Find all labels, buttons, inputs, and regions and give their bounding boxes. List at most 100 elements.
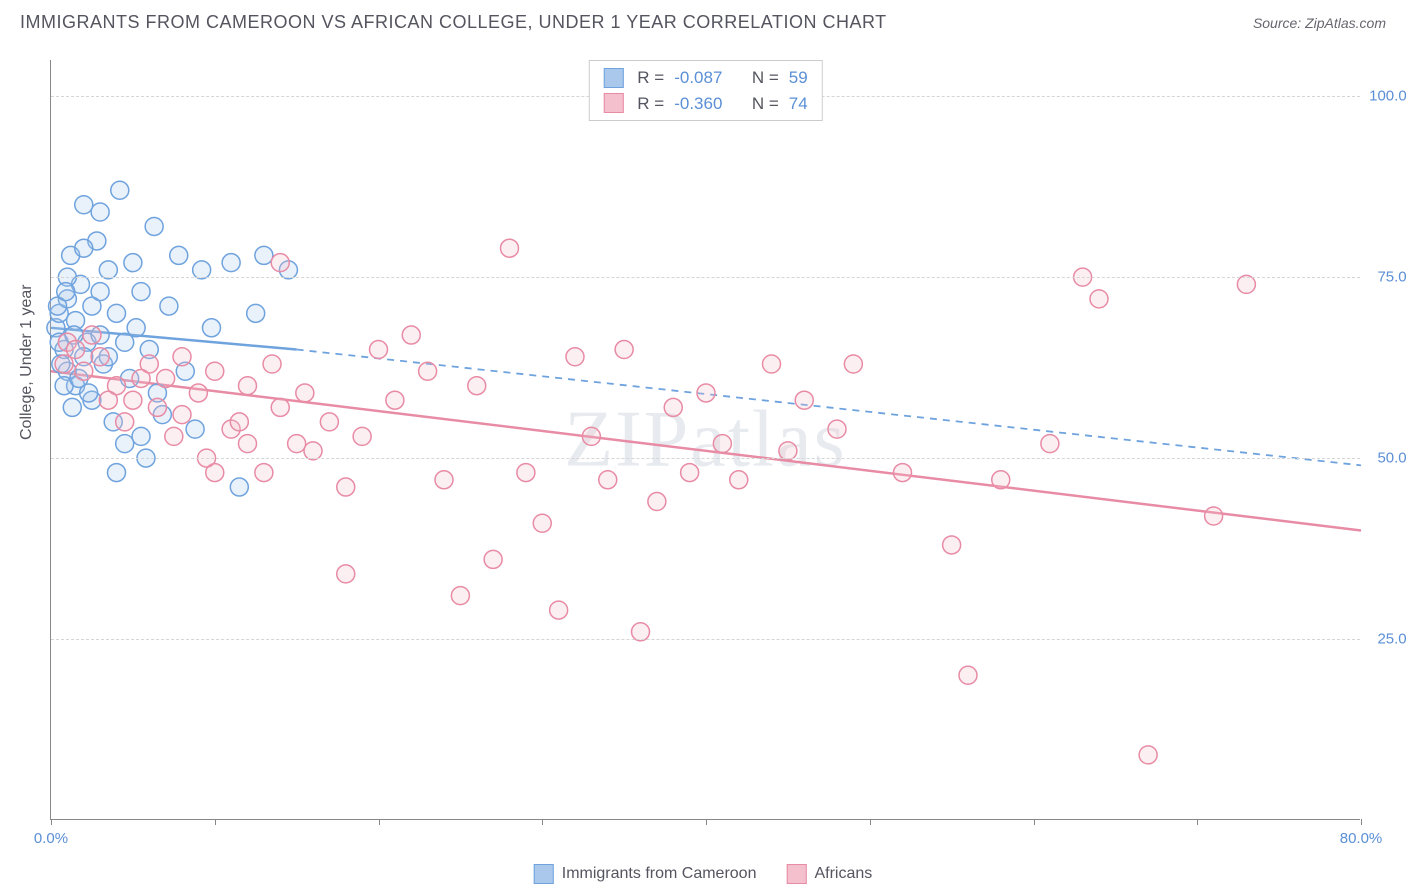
data-point-africans bbox=[75, 362, 93, 380]
data-point-africans bbox=[288, 435, 306, 453]
stats-n-value: 59 bbox=[789, 65, 808, 91]
data-point-africans bbox=[173, 406, 191, 424]
data-point-cameroon bbox=[255, 246, 273, 264]
source-link[interactable]: ZipAtlas.com bbox=[1305, 15, 1386, 31]
data-point-cameroon bbox=[202, 319, 220, 337]
data-point-africans bbox=[255, 464, 273, 482]
data-point-africans bbox=[730, 471, 748, 489]
data-point-africans bbox=[402, 326, 420, 344]
data-point-africans bbox=[533, 514, 551, 532]
trendline-cameroon-dashed bbox=[297, 350, 1361, 466]
data-point-africans bbox=[795, 391, 813, 409]
data-point-africans bbox=[337, 478, 355, 496]
y-tick-label: 75.0% bbox=[1365, 269, 1406, 286]
stats-r-label: R = bbox=[637, 65, 664, 91]
source-prefix: Source: bbox=[1253, 15, 1305, 31]
data-point-cameroon bbox=[108, 304, 126, 322]
x-tick bbox=[1361, 819, 1362, 825]
data-point-africans bbox=[664, 398, 682, 416]
data-point-africans bbox=[148, 398, 166, 416]
x-tick-label: 80.0% bbox=[1340, 830, 1383, 847]
data-point-africans bbox=[517, 464, 535, 482]
data-point-cameroon bbox=[75, 239, 93, 257]
data-point-africans bbox=[435, 471, 453, 489]
data-point-cameroon bbox=[116, 435, 134, 453]
data-point-africans bbox=[566, 348, 584, 366]
data-point-africans bbox=[468, 377, 486, 395]
data-point-africans bbox=[55, 355, 73, 373]
data-point-africans bbox=[99, 391, 117, 409]
data-point-africans bbox=[1090, 290, 1108, 308]
data-point-africans bbox=[296, 384, 314, 402]
data-point-cameroon bbox=[132, 283, 150, 301]
x-tick bbox=[706, 819, 707, 825]
stats-n-label: N = bbox=[752, 65, 779, 91]
data-point-africans bbox=[124, 391, 142, 409]
stats-row-cameroon: R = -0.087 N = 59 bbox=[603, 65, 807, 91]
stats-r-value: -0.087 bbox=[674, 65, 722, 91]
data-point-africans bbox=[959, 666, 977, 684]
chart-title: IMMIGRANTS FROM CAMEROON VS AFRICAN COLL… bbox=[20, 12, 887, 33]
source-attribution: Source: ZipAtlas.com bbox=[1253, 15, 1386, 31]
data-point-africans bbox=[386, 391, 404, 409]
gridline-horizontal bbox=[51, 458, 1360, 459]
data-point-africans bbox=[943, 536, 961, 554]
y-tick-label: 50.0% bbox=[1365, 450, 1406, 467]
data-point-africans bbox=[230, 413, 248, 431]
data-point-africans bbox=[337, 565, 355, 583]
data-point-cameroon bbox=[145, 217, 163, 235]
data-point-cameroon bbox=[91, 283, 109, 301]
data-point-africans bbox=[83, 326, 101, 344]
gridline-horizontal bbox=[51, 639, 1360, 640]
data-point-africans bbox=[320, 413, 338, 431]
data-point-africans bbox=[648, 493, 666, 511]
x-tick bbox=[542, 819, 543, 825]
data-point-cameroon bbox=[230, 478, 248, 496]
data-point-cameroon bbox=[75, 196, 93, 214]
data-point-africans bbox=[828, 420, 846, 438]
data-point-africans bbox=[550, 601, 568, 619]
data-point-africans bbox=[206, 362, 224, 380]
legend-label: Africans bbox=[814, 865, 872, 883]
plot-svg bbox=[51, 60, 1360, 819]
correlation-stats-box: R = -0.087 N = 59R = -0.360 N = 74 bbox=[588, 60, 822, 121]
data-point-cameroon bbox=[57, 283, 75, 301]
data-point-africans bbox=[263, 355, 281, 373]
data-point-africans bbox=[239, 377, 257, 395]
data-point-cameroon bbox=[116, 333, 134, 351]
x-tick bbox=[51, 819, 52, 825]
legend-item-cameroon[interactable]: Immigrants from Cameroon bbox=[534, 864, 757, 884]
y-tick-label: 25.0% bbox=[1365, 631, 1406, 648]
data-point-africans bbox=[615, 341, 633, 359]
legend-label: Immigrants from Cameroon bbox=[562, 865, 757, 883]
data-point-africans bbox=[419, 362, 437, 380]
data-point-cameroon bbox=[247, 304, 265, 322]
data-point-cameroon bbox=[186, 420, 204, 438]
data-point-cameroon bbox=[222, 254, 240, 272]
scatter-chart: ZIPatlas R = -0.087 N = 59R = -0.360 N =… bbox=[50, 60, 1360, 820]
data-point-africans bbox=[271, 254, 289, 272]
y-axis-label: College, Under 1 year bbox=[18, 284, 36, 440]
stats-n-label: N = bbox=[752, 91, 779, 117]
data-point-africans bbox=[239, 435, 257, 453]
data-point-cameroon bbox=[63, 398, 81, 416]
data-point-africans bbox=[91, 348, 109, 366]
legend-swatch-icon bbox=[534, 864, 554, 884]
stats-n-value: 74 bbox=[789, 91, 808, 117]
legend-bottom: Immigrants from Cameroon Africans bbox=[534, 864, 873, 884]
data-point-africans bbox=[582, 427, 600, 445]
data-point-africans bbox=[157, 369, 175, 387]
data-point-cameroon bbox=[124, 254, 142, 272]
data-point-africans bbox=[484, 550, 502, 568]
x-tick bbox=[379, 819, 380, 825]
data-point-cameroon bbox=[132, 427, 150, 445]
stats-row-africans: R = -0.360 N = 74 bbox=[603, 91, 807, 117]
data-point-africans bbox=[1041, 435, 1059, 453]
data-point-africans bbox=[165, 427, 183, 445]
data-point-cameroon bbox=[80, 384, 98, 402]
data-point-africans bbox=[681, 464, 699, 482]
legend-item-africans[interactable]: Africans bbox=[786, 864, 872, 884]
x-tick bbox=[215, 819, 216, 825]
stats-r-label: R = bbox=[637, 91, 664, 117]
data-point-africans bbox=[370, 341, 388, 359]
